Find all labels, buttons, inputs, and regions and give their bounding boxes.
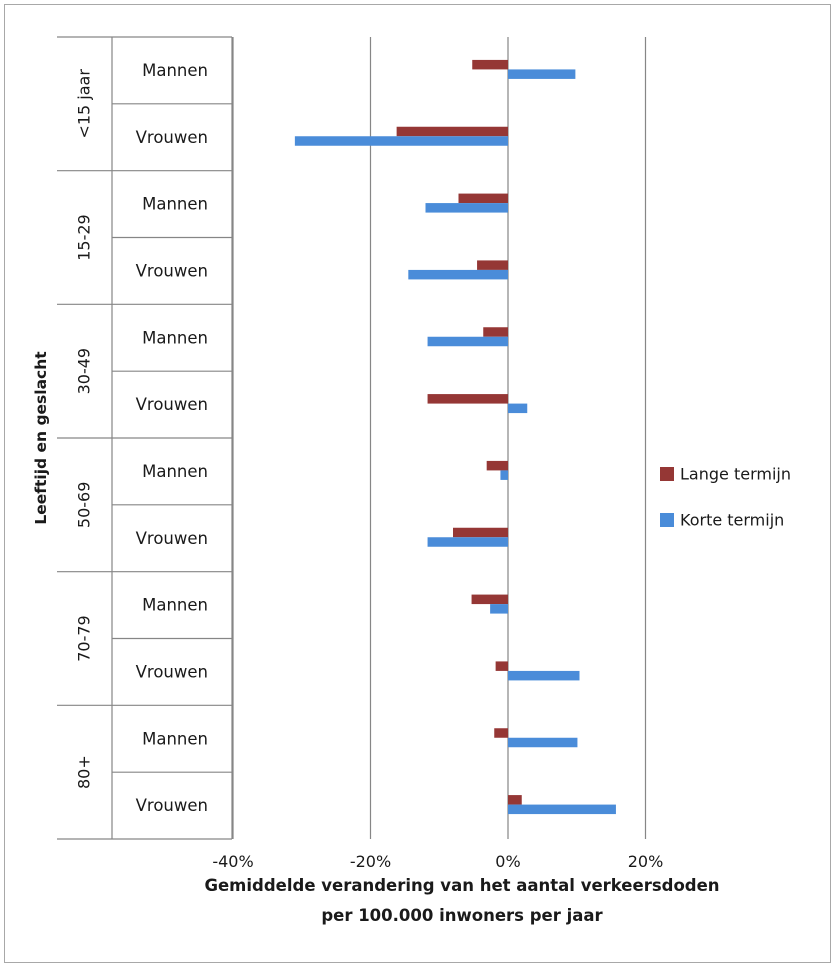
legend-label: Korte termijn [680, 511, 784, 530]
bar-korte-termijn-8 [490, 604, 508, 614]
legend-swatch [660, 513, 674, 527]
group-label: 70-79 [75, 615, 94, 662]
x-tick-label: 0% [495, 852, 520, 871]
bar-lange-termijn-6 [486, 460, 508, 471]
legend: Lange termijn Korte termijn [660, 465, 791, 530]
bar-lange-termijn-5 [427, 394, 508, 404]
bar-korte-termijn-7 [427, 537, 508, 547]
bar-lange-termijn-11 [508, 795, 522, 805]
x-tick-label: -40% [212, 852, 253, 871]
bar-korte-termijn-1 [294, 136, 508, 146]
bar-korte-termijn-5 [508, 403, 528, 414]
bar-korte-termijn-9 [508, 670, 580, 681]
row-label: Mannen [142, 729, 208, 748]
bar-lange-termijn-3 [477, 260, 508, 270]
row-label: Vrouwen [136, 529, 208, 548]
row-label: Vrouwen [136, 395, 208, 414]
group-label: 30-49 [75, 348, 94, 395]
x-tick-labels: -40% -20% 0% 20% [212, 852, 663, 871]
bar-korte-termijn-4 [427, 336, 508, 347]
legend-label: Lange termijn [680, 465, 791, 484]
legend-swatch [660, 467, 674, 481]
bar-lange-termijn-9 [495, 661, 508, 671]
bar-lange-termijn-2 [458, 193, 508, 204]
category-axis: <15 jaar Mannen Vrouwen 15-29 Mannen Vrouwen 3… [57, 36, 233, 840]
x-axis-label-line-2: per 100.000 inwoners per jaar [321, 906, 603, 925]
row-label: Vrouwen [136, 128, 208, 147]
x-tick-label: 20% [628, 852, 664, 871]
bar-korte-termijn-3 [408, 269, 508, 280]
x-axis-label-line-1: Gemiddelde verandering van het aantal ve… [204, 876, 719, 895]
bars [294, 59, 616, 815]
group-label: 15-29 [75, 214, 94, 261]
x-tick-label: -20% [350, 852, 391, 871]
bar-lange-termijn-10 [494, 728, 508, 738]
bar-korte-termijn-6 [500, 470, 508, 480]
row-label: Mannen [142, 195, 208, 214]
bar-lange-termijn-0 [472, 59, 508, 70]
row-label: Mannen [142, 61, 208, 80]
bar-lange-termijn-1 [396, 126, 508, 137]
row-label: Vrouwen [136, 796, 208, 815]
row-label: Mannen [142, 462, 208, 481]
row-label: Vrouwen [136, 261, 208, 280]
group-label: <15 jaar [75, 69, 94, 139]
bar-korte-termijn-0 [508, 69, 576, 79]
group-label: 80+ [75, 755, 94, 789]
row-label: Vrouwen [136, 662, 208, 681]
y-axis-label: Leeftijd en geslacht [32, 351, 50, 525]
bar-korte-termijn-11 [508, 804, 616, 815]
bar-korte-termijn-2 [425, 203, 508, 213]
group-label: 50-69 [75, 482, 94, 529]
bar-lange-termijn-8 [471, 594, 508, 605]
chart-frame [4, 4, 831, 963]
row-label: Mannen [142, 596, 208, 615]
bar-korte-termijn-10 [508, 737, 578, 748]
row-label: Mannen [142, 328, 208, 347]
bar-lange-termijn-7 [453, 527, 508, 538]
gridlines [232, 37, 647, 839]
bar-lange-termijn-4 [483, 327, 508, 337]
